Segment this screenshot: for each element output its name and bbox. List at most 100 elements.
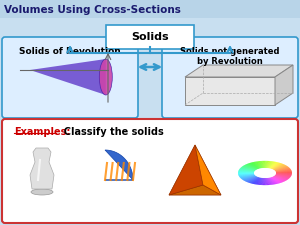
Polygon shape [246,164,258,169]
Polygon shape [276,173,292,175]
Polygon shape [253,178,260,184]
Polygon shape [254,178,261,184]
Polygon shape [267,161,271,168]
Polygon shape [273,176,285,182]
Polygon shape [185,77,275,105]
Polygon shape [274,176,288,180]
Polygon shape [262,178,264,185]
Ellipse shape [31,189,53,195]
Polygon shape [255,178,261,184]
Polygon shape [250,177,259,183]
Polygon shape [276,171,292,172]
Polygon shape [256,162,262,168]
FancyBboxPatch shape [106,25,194,49]
Polygon shape [257,178,262,185]
Polygon shape [263,161,265,168]
Polygon shape [265,161,266,168]
Text: Solids of Revolution: Solids of Revolution [19,47,121,56]
Polygon shape [272,177,284,182]
Polygon shape [253,177,260,184]
FancyBboxPatch shape [0,0,300,18]
Polygon shape [169,145,203,195]
Polygon shape [247,164,258,169]
Polygon shape [239,170,254,172]
Polygon shape [274,176,287,180]
Text: Classify the solids: Classify the solids [57,127,164,137]
Polygon shape [242,176,256,179]
Polygon shape [274,176,288,180]
Polygon shape [242,176,256,180]
Polygon shape [269,162,276,169]
Polygon shape [247,177,258,182]
Polygon shape [244,165,256,170]
Polygon shape [238,172,254,173]
Polygon shape [242,176,256,180]
Polygon shape [30,148,54,189]
Polygon shape [271,177,281,183]
Polygon shape [265,178,266,185]
Polygon shape [244,176,256,181]
Polygon shape [169,185,221,195]
Ellipse shape [99,59,112,95]
Polygon shape [250,163,259,169]
Polygon shape [276,173,292,174]
Polygon shape [266,161,268,168]
Polygon shape [239,174,254,176]
Polygon shape [266,178,268,185]
Polygon shape [267,178,270,185]
Polygon shape [272,177,284,182]
Polygon shape [272,163,281,169]
Polygon shape [272,177,283,182]
Polygon shape [272,164,284,169]
Polygon shape [270,162,278,169]
Polygon shape [239,174,254,177]
Polygon shape [246,177,258,182]
Polygon shape [248,177,258,183]
Polygon shape [269,162,275,168]
Polygon shape [248,164,258,169]
Polygon shape [242,167,256,171]
Polygon shape [268,161,272,168]
Polygon shape [238,172,254,173]
Polygon shape [274,167,289,171]
Text: Solids not generated
by Revolution: Solids not generated by Revolution [180,47,280,66]
Polygon shape [261,161,264,168]
Polygon shape [274,166,287,170]
Polygon shape [274,176,287,180]
Polygon shape [275,175,291,177]
Polygon shape [240,175,255,178]
Polygon shape [270,177,278,184]
Polygon shape [276,174,291,176]
Polygon shape [238,173,254,175]
Polygon shape [274,165,286,170]
Polygon shape [276,174,292,175]
Polygon shape [264,161,265,168]
Polygon shape [271,177,279,184]
Polygon shape [270,178,277,184]
Polygon shape [258,178,262,185]
Polygon shape [260,178,263,185]
Polygon shape [185,65,293,77]
Polygon shape [270,162,277,169]
Polygon shape [253,162,260,169]
Polygon shape [268,178,272,185]
Polygon shape [260,161,263,168]
Polygon shape [266,161,267,168]
Polygon shape [274,166,287,170]
Polygon shape [275,167,290,171]
Polygon shape [255,162,261,169]
FancyBboxPatch shape [2,119,298,223]
Polygon shape [244,176,257,181]
Polygon shape [238,174,254,175]
Polygon shape [268,161,273,168]
Polygon shape [239,169,255,171]
Polygon shape [238,174,254,176]
Polygon shape [267,178,271,185]
Text: Examples:: Examples: [14,127,70,137]
Polygon shape [238,170,254,172]
Polygon shape [105,150,133,180]
Polygon shape [273,165,285,170]
Polygon shape [276,170,291,172]
Polygon shape [273,176,285,181]
Polygon shape [269,162,276,169]
